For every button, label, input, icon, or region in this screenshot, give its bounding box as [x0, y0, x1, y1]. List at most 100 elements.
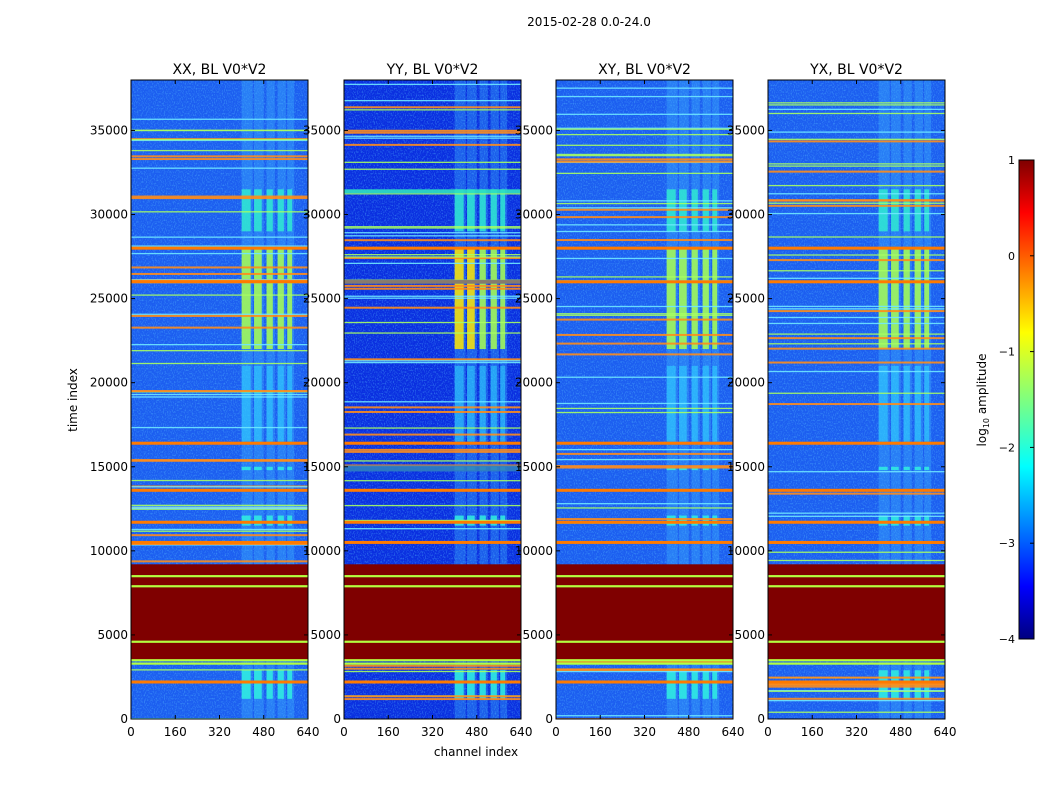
time-streak	[556, 113, 733, 115]
time-streak	[344, 99, 521, 102]
time-streak	[131, 507, 308, 510]
time-streak	[131, 426, 308, 429]
time-streak	[131, 138, 308, 141]
rfi-burst	[241, 515, 251, 526]
rfi-burst	[924, 515, 930, 526]
y-tick-label: 35000	[90, 123, 128, 137]
time-streak	[344, 519, 521, 522]
time-streak	[344, 406, 521, 409]
time-streak	[556, 216, 733, 219]
saturated-region	[344, 564, 521, 661]
panel-yx: YX, BL V0*V2 0 160 320 480 640 0 5000 10000 15000…	[727, 62, 957, 739]
panel-title: YX, BL V0*V2	[809, 62, 903, 78]
y-tick-label: 15000	[90, 460, 128, 474]
rfi-burst	[878, 466, 888, 471]
time-streak	[768, 370, 945, 373]
rfi-burst	[254, 189, 262, 232]
time-streak	[344, 321, 521, 324]
time-streak	[768, 308, 945, 310]
time-streak	[768, 165, 945, 167]
x-axis-label: channel index	[434, 745, 518, 759]
rfi-burst	[914, 466, 921, 471]
figure-suptitle: 2015-02-28 0.0-24.0	[527, 15, 651, 29]
x-tick-label: 480	[465, 725, 488, 739]
time-streak	[556, 670, 733, 673]
y-tick-label: 5000	[97, 628, 128, 642]
time-streak	[344, 670, 521, 673]
y-axis-label: time index	[66, 368, 80, 432]
time-streak	[768, 138, 945, 140]
rfi-burst	[254, 515, 262, 526]
time-streak	[768, 337, 945, 340]
time-streak	[344, 239, 521, 242]
time-streak	[768, 193, 945, 195]
rfi-burst	[287, 515, 293, 526]
time-streak	[131, 294, 308, 296]
time-streak	[131, 266, 308, 269]
time-streak	[768, 697, 945, 700]
time-streak	[556, 376, 733, 378]
time-streak	[768, 277, 945, 279]
y-tick-label: 0	[333, 712, 341, 726]
panel-title: XX, BL V0*V2	[173, 62, 267, 78]
y-tick-label: 25000	[727, 292, 765, 306]
y-tick-label: 20000	[90, 376, 128, 390]
time-streak	[344, 528, 521, 530]
time-streak	[556, 239, 733, 242]
rfi-burst	[903, 189, 910, 232]
time-streak	[131, 530, 308, 532]
time-streak	[556, 207, 733, 209]
time-streak	[131, 508, 308, 510]
time-streak	[344, 106, 521, 109]
colorbar-tick-label: −2	[999, 441, 1015, 454]
time-streak	[556, 153, 733, 156]
time-streak	[556, 314, 733, 316]
x-tick-label: 0	[340, 725, 348, 739]
time-streak	[344, 129, 521, 132]
time-streak	[556, 540, 733, 544]
time-streak	[768, 585, 945, 588]
time-streak	[344, 488, 521, 492]
time-streak	[768, 140, 945, 143]
rfi-burst	[241, 670, 251, 699]
time-streak	[556, 441, 733, 445]
time-streak	[344, 306, 521, 309]
rfi-burst	[287, 248, 293, 350]
rfi-burst	[277, 365, 284, 442]
rfi-burst	[712, 248, 718, 350]
time-streak	[556, 160, 733, 163]
time-streak	[768, 512, 945, 514]
rfi-burst	[903, 248, 910, 350]
rfi-burst	[702, 248, 709, 350]
y-tick-label: 35000	[303, 123, 341, 137]
colorbar-tick-label: −4	[999, 633, 1015, 646]
rfi-burst	[878, 248, 888, 350]
time-streak	[344, 465, 521, 472]
y-tick-label: 0	[757, 712, 765, 726]
rfi-burst	[266, 248, 273, 350]
panel-title: YY, BL V0*V2	[386, 62, 479, 78]
y-tick-label: 15000	[303, 460, 341, 474]
time-streak	[768, 322, 945, 325]
y-tick-label: 20000	[727, 376, 765, 390]
time-streak	[131, 441, 308, 445]
time-streak	[344, 297, 521, 299]
time-streak	[131, 662, 308, 665]
time-streak	[344, 143, 521, 146]
time-streak	[556, 246, 733, 250]
x-tick-label: 640	[722, 725, 745, 739]
time-streak	[768, 254, 945, 256]
y-tick-label: 5000	[522, 628, 553, 642]
time-streak	[344, 504, 521, 507]
rfi-burst	[241, 365, 251, 442]
time-streak	[131, 326, 308, 329]
rfi-burst	[679, 248, 687, 350]
rfi-burst	[924, 189, 930, 232]
time-streak	[768, 333, 945, 335]
rfi-burst	[287, 670, 293, 699]
x-tick-label: 160	[801, 725, 824, 739]
saturated-region	[131, 564, 308, 661]
time-streak	[556, 230, 733, 233]
time-streak	[344, 520, 521, 524]
rfi-burst	[241, 248, 251, 350]
